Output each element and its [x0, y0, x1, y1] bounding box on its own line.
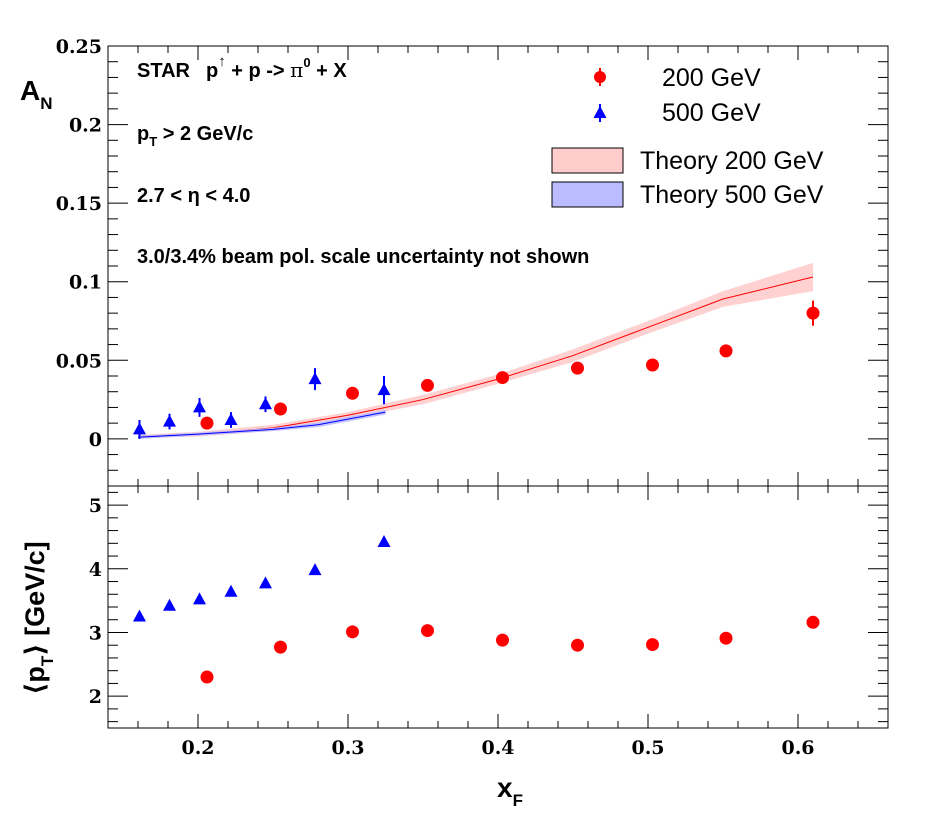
x-axis-title: xF: [497, 772, 523, 810]
series-200gev-point: [274, 402, 287, 416]
series-500gev-pt-point: [259, 576, 272, 589]
annotation-eta-range: 2.7 < η < 4.0: [137, 185, 250, 207]
y-tick-label: 2: [89, 686, 102, 708]
series-200gev-point: [346, 386, 359, 400]
series-200gev-pt-point: [571, 638, 584, 652]
y-tick-label: 0.2: [69, 115, 102, 137]
series-200gev-point: [806, 306, 820, 320]
y-tick-label: 5: [89, 495, 102, 517]
series-200gev-pt-point: [719, 631, 733, 645]
bottom-panel-ticks: 2 3 4 5 0.2 0.3 0.4 0.5 0.6: [89, 486, 889, 759]
legend-swatch-theory-200: [551, 147, 624, 174]
series-500gev-point: [224, 413, 238, 425]
top-y-axis-title: AN: [20, 75, 53, 113]
top-panel-theory-bands: [137, 262, 814, 439]
series-200gev-point: [421, 378, 434, 392]
x-tick-label: 0.4: [481, 737, 514, 759]
top-panel-ticks: 0 0.05 0.1 0.15 0.2 0.25: [56, 36, 889, 487]
y-tick-label: 0.15: [56, 193, 102, 215]
series-500gev-pt-point: [224, 584, 238, 597]
x-tick-label: 0.6: [781, 737, 814, 759]
y-tick-label: 0.1: [69, 272, 102, 294]
x-tick-label: 0.2: [181, 737, 214, 759]
y-tick-label: 4: [89, 559, 102, 581]
legend-label-500: 500 GeV: [662, 99, 761, 127]
series-500gev-pt-point: [377, 535, 391, 548]
y-tick-label: 0: [89, 429, 102, 451]
y-tick-label: 0.05: [56, 350, 102, 372]
series-200gev-point: [200, 416, 214, 430]
series-200gev-point: [719, 344, 733, 358]
bottom-panel-frame: [107, 485, 889, 729]
bottom-y-axis-title: ⟨pT⟩ [GeV/c]: [20, 541, 57, 695]
legend-label-theory-200: Theory 200 GeV: [640, 147, 824, 175]
series-500gev-point: [193, 400, 206, 413]
series-500gev-pt-point: [133, 609, 146, 622]
theory-band: [138, 262, 813, 439]
annotation-polarization-note: 3.0/3.4% beam pol. scale uncertainty not…: [137, 246, 589, 268]
series-500gev-pt-point: [163, 598, 176, 611]
annotation-pt-cut: pT > 2 GeV/c: [137, 123, 253, 149]
series-500gev-point: [377, 383, 391, 396]
legend-marker-200: [594, 68, 606, 86]
x-tick-label: 0.5: [631, 737, 664, 759]
legend-marker-500: [593, 104, 607, 122]
series-200gev-pt-point: [496, 633, 509, 647]
legend-label-200: 200 GeV: [662, 64, 761, 92]
series-500gev-point: [163, 414, 176, 427]
series-200gev-pt-point: [646, 638, 659, 652]
series-200gev-point: [646, 358, 659, 372]
series-500gev-pt-point: [308, 563, 322, 576]
series-500gev-point: [308, 372, 322, 385]
series-200gev-pt-point: [200, 670, 214, 684]
y-tick-label: 0.25: [56, 36, 102, 58]
x-tick-label: 0.3: [331, 737, 364, 759]
series-200gev-point: [496, 371, 509, 385]
series-200gev-pt-point: [274, 640, 287, 654]
annotation-star-reaction: STAR p↑ + p -> π0 + X: [137, 53, 347, 82]
y-tick-label: 3: [89, 622, 102, 644]
series-200gev-pt-point: [421, 624, 434, 638]
series-500gev-point: [259, 397, 272, 410]
top-panel-data-points: [133, 300, 820, 439]
series-200gev-point: [571, 361, 584, 375]
theory-line: [137, 411, 386, 438]
legend-label-theory-500: Theory 500 GeV: [640, 181, 824, 209]
series-200gev-pt-point: [346, 625, 359, 639]
series-500gev-pt-point: [193, 592, 206, 605]
series-500gev-point: [133, 422, 146, 435]
legend-swatch-theory-500: [551, 181, 624, 208]
legend: 200 GeV 500 GeV Theory 200 GeV Theory 50…: [551, 64, 824, 209]
series-200gev-pt-point: [806, 615, 820, 629]
bottom-panel-data-points: [133, 535, 820, 684]
